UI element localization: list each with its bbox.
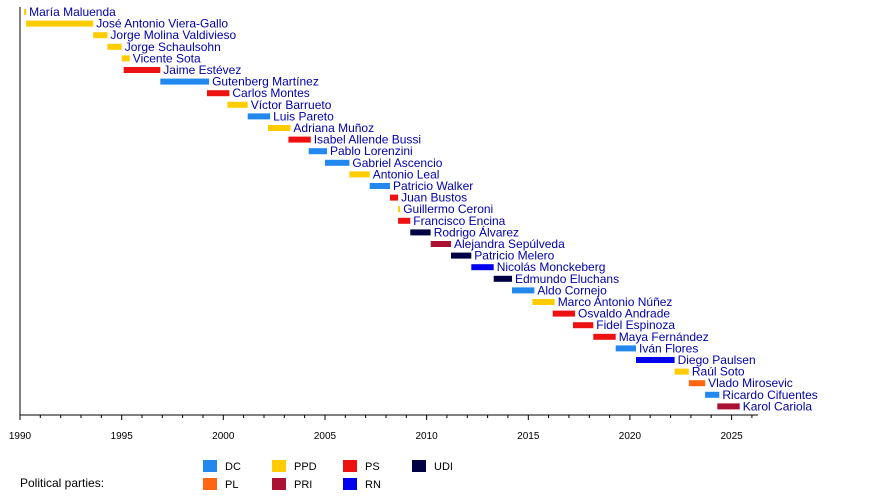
legend-swatch-pl	[203, 478, 217, 490]
term-bar-francisco-encina	[398, 217, 411, 224]
name-label-ivan-flores: Iván Flores	[639, 341, 698, 355]
name-label-rodrigo-alvarez: Rodrigo Álvarez	[434, 224, 519, 239]
term-bar-osvaldo-andrade	[552, 310, 576, 317]
name-label-marco-antonio-nunez: Marco Antonio Núñez	[558, 295, 673, 309]
name-label-jose-antonio-viera-gallo: José Antonio Viera-Gallo	[96, 17, 228, 31]
term-bar-carlos-montes	[207, 90, 230, 97]
name-label-aldo-cornejo: Aldo Cornejo	[537, 283, 607, 297]
term-bar-ricardo-cifuentes	[705, 391, 720, 398]
term-bar-jose-antonio-viera-gallo	[26, 20, 94, 27]
x-axis: 1990 1995 2000 2005 2010 2015 2020 2025	[9, 7, 758, 442]
name-label-raul-soto: Raúl Soto	[692, 365, 745, 379]
legend-label-rn: RN	[365, 479, 381, 491]
term-bar-gabriel-ascencio	[325, 159, 350, 166]
name-label-ricardo-cifuentes: Ricardo Cifuentes	[722, 388, 817, 402]
legend-swatch-udi	[412, 460, 426, 472]
legend-swatch-pri	[272, 478, 286, 490]
name-label-antonio-leal: Antonio Leal	[373, 167, 440, 181]
x-tick-label: 2005	[314, 431, 337, 442]
name-label-jorge-molina-valdivieso: Jorge Molina Valdivieso	[110, 28, 236, 42]
term-bar-diego-paulsen	[636, 357, 675, 363]
term-bar-ivan-flores	[615, 345, 636, 352]
term-bar-vlado-mirosevic	[688, 380, 706, 387]
name-label-jorge-schaulsohn: Jorge Schaulsohn	[125, 40, 221, 54]
x-tick-label: 1995	[111, 431, 134, 442]
legend-swatch-dc	[203, 460, 217, 472]
term-bar-adriana-munoz	[268, 125, 291, 131]
term-bar-pablo-lorenzini	[308, 148, 327, 155]
name-label-edmundo-eluchans: Edmundo Eluchans	[515, 272, 619, 286]
name-label-patricio-walker: Patricio Walker	[393, 179, 473, 193]
term-bar-fidel-espinoza	[573, 322, 594, 329]
name-label-alejandra-sepulveda: Alejandra Sepúlveda	[454, 237, 565, 251]
term-bar-aldo-cornejo	[512, 287, 535, 294]
legend-swatch-ps	[343, 460, 357, 472]
name-label-victor-barrueto: Víctor Barrueto	[251, 98, 332, 112]
term-bars	[24, 9, 740, 410]
name-label-osvaldo-andrade: Osvaldo Andrade	[578, 307, 670, 321]
legend-label-udi: UDI	[434, 461, 453, 473]
name-label-francisco-encina: Francisco Encina	[413, 214, 505, 228]
name-label-carlos-montes: Carlos Montes	[232, 86, 309, 100]
name-label-vlado-mirosevic: Vlado Mirosevic	[708, 376, 793, 390]
name-label-vicente-sota: Vicente Sota	[133, 51, 201, 65]
term-bar-edmundo-eluchans	[493, 275, 512, 282]
name-label-juan-bustos: Juan Bustos	[401, 191, 467, 205]
term-bar-victor-barrueto	[227, 101, 248, 108]
term-bar-karol-cariola	[717, 403, 740, 410]
term-bar-jorge-schaulsohn	[107, 43, 122, 50]
term-bar-antonio-leal	[349, 171, 370, 178]
x-tick-label: 2010	[415, 431, 438, 442]
term-bar-maya-fernandez	[593, 333, 616, 340]
x-tick-label: 2000	[212, 431, 235, 442]
term-bar-maria-maluenda	[24, 9, 27, 15]
term-bar-rodrigo-alvarez	[410, 229, 431, 236]
term-bar-patricio-walker	[369, 183, 390, 189]
legend-label-ppd: PPD	[294, 461, 317, 473]
x-tick-label: 2015	[517, 431, 540, 442]
name-label-patricio-melero: Patricio Melero	[474, 249, 554, 263]
name-label-luis-pareto: Luis Pareto	[273, 109, 334, 123]
term-bar-patricio-melero	[451, 252, 472, 259]
name-label-fidel-espinoza: Fidel Espinoza	[596, 318, 675, 332]
legend-label-pl: PL	[225, 479, 238, 491]
term-bar-luis-pareto	[247, 113, 271, 120]
legend-label-ps: PS	[365, 461, 380, 473]
term-bar-jaime-estevez	[123, 67, 161, 73]
name-label-nicolas-monckeberg: Nicolás Monckeberg	[497, 260, 606, 274]
term-bar-juan-bustos	[390, 194, 399, 201]
name-label-pablo-lorenzini: Pablo Lorenzini	[330, 144, 413, 158]
name-label-isabel-allende-bussi: Isabel Allende Bussi	[314, 133, 421, 147]
term-bar-marco-antonio-nunez	[532, 299, 555, 305]
name-label-gabriel-ascencio: Gabriel Ascencio	[352, 156, 442, 170]
term-bar-alejandra-sepulveda	[430, 241, 451, 247]
legend-swatch-ppd	[272, 460, 286, 472]
x-tick-label: 2025	[720, 431, 743, 442]
x-tick-label: 1990	[9, 431, 32, 442]
name-label-jaime-estevez: Jaime Estévez	[163, 63, 241, 77]
term-bar-guillermo-ceroni	[398, 206, 401, 213]
term-bar-jorge-molina-valdivieso	[93, 32, 108, 39]
legend-label-pri: PRI	[294, 479, 312, 491]
name-label-karol-cariola: Karol Cariola	[743, 399, 813, 413]
legend-title: Political parties:	[20, 476, 104, 490]
name-label-diego-paulsen: Diego Paulsen	[678, 353, 756, 367]
term-bar-vicente-sota	[121, 55, 130, 62]
term-bar-nicolas-monckeberg	[471, 264, 494, 271]
name-label-maya-fernandez: Maya Fernández	[619, 330, 709, 344]
name-label-guillermo-ceroni: Guillermo Ceroni	[403, 202, 493, 216]
x-tick-label: 2020	[619, 431, 642, 442]
term-bar-gutenberg-martinez	[160, 78, 210, 85]
name-label-adriana-munoz: Adriana Muñoz	[293, 121, 374, 135]
party-legend: Political parties: DC PL PPD PRI PS RN UDI	[20, 460, 453, 491]
term-bar-isabel-allende-bussi	[288, 136, 311, 143]
name-label-maria-maluenda: María Maluenda	[29, 5, 116, 19]
legend-label-dc: DC	[225, 461, 241, 473]
legend-swatch-rn	[343, 478, 357, 490]
name-label-gutenberg-martinez: Gutenberg Martínez	[212, 75, 319, 89]
term-bar-raul-soto	[674, 368, 689, 375]
